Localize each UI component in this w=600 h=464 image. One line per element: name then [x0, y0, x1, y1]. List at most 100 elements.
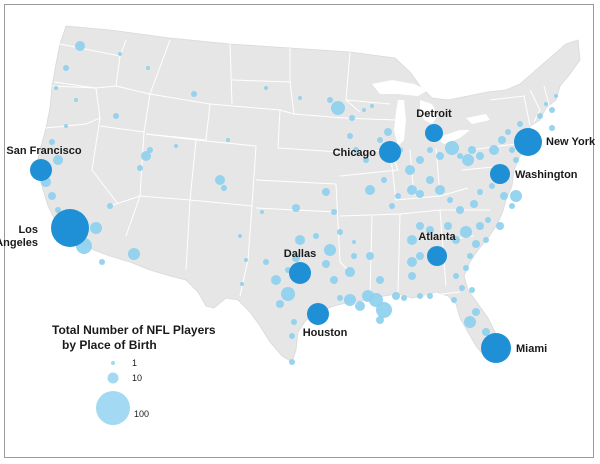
city-bubble	[510, 190, 522, 202]
city-bubble	[281, 287, 295, 301]
city-bubble-atlanta	[427, 246, 447, 266]
city-bubble	[289, 359, 295, 365]
city-bubble	[337, 295, 343, 301]
legend-title-line2: by Place of Birth	[62, 338, 157, 352]
city-bubble	[416, 252, 424, 260]
city-bubble	[260, 210, 264, 214]
city-label-detroit: Detroit	[416, 108, 452, 120]
city-bubble	[264, 86, 268, 90]
city-bubble	[355, 301, 365, 311]
city-bubble	[146, 66, 150, 70]
city-bubble	[221, 185, 227, 191]
city-bubble	[445, 141, 459, 155]
city-label-san-francisco: San Francisco	[6, 145, 81, 157]
city-bubble	[49, 139, 55, 145]
city-bubble	[549, 107, 555, 113]
city-bubble	[464, 316, 476, 328]
city-bubble	[549, 125, 555, 131]
city-bubble	[331, 101, 345, 115]
city-bubble	[554, 94, 558, 98]
city-bubble	[376, 276, 384, 284]
city-bubble	[238, 234, 242, 238]
lake-michigan	[394, 100, 406, 146]
city-label-dallas: Dallas	[284, 248, 316, 260]
city-bubble	[48, 192, 56, 200]
city-bubble	[292, 254, 300, 262]
city-bubble	[517, 121, 523, 127]
city-bubble	[313, 233, 319, 239]
city-bubble	[349, 115, 355, 121]
city-bubble	[324, 244, 336, 256]
city-bubble	[240, 282, 244, 286]
legend-label-100: 100	[134, 409, 149, 419]
city-label-new-york: New York	[546, 136, 596, 148]
city-bubble	[435, 185, 445, 195]
city-bubble	[107, 203, 113, 209]
city-bubble	[451, 297, 457, 303]
city-bubble	[467, 253, 473, 259]
city-bubble	[118, 52, 122, 56]
small-bubbles	[41, 41, 558, 365]
city-bubble	[64, 124, 68, 128]
city-bubble	[427, 293, 433, 299]
city-bubble	[416, 222, 424, 230]
city-bubble	[417, 293, 423, 299]
major-bubbles	[30, 124, 542, 363]
city-bubble	[500, 192, 508, 200]
city-bubble	[322, 188, 330, 196]
city-bubble	[498, 136, 506, 144]
city-bubble	[376, 316, 384, 324]
city-bubble	[453, 273, 459, 279]
city-bubble	[370, 104, 374, 108]
city-bubble-chicago	[379, 141, 401, 163]
city-bubble	[291, 319, 297, 325]
city-bubble	[476, 152, 484, 160]
city-bubble	[263, 259, 269, 265]
city-bubble	[363, 157, 369, 163]
city-bubble	[137, 165, 143, 171]
city-bubble	[147, 147, 153, 153]
city-bubble	[384, 128, 392, 136]
city-bubble	[470, 200, 478, 208]
city-bubble	[366, 252, 374, 260]
city-bubble	[353, 147, 359, 153]
city-bubble	[128, 248, 140, 260]
city-bubble	[436, 152, 444, 160]
city-bubble	[426, 226, 434, 234]
city-bubble	[381, 177, 387, 183]
city-bubble	[462, 154, 474, 166]
city-bubble	[289, 333, 295, 339]
city-bubble	[483, 237, 489, 243]
city-bubble	[53, 155, 63, 165]
us-landmass	[35, 25, 581, 363]
legend: Total Number of NFL Players by Place of …	[52, 323, 216, 425]
city-bubble	[271, 275, 281, 285]
city-bubble-san-francisco	[30, 159, 52, 181]
legend-title-line1: Total Number of NFL Players	[52, 323, 216, 337]
city-bubble	[427, 147, 433, 153]
city-bubble	[476, 222, 484, 230]
city-bubble	[389, 203, 395, 209]
city-bubble	[226, 138, 230, 142]
city-label-houston: Houston	[303, 327, 348, 339]
city-bubble	[215, 175, 225, 185]
lake-erie	[436, 130, 470, 144]
city-bubble	[513, 157, 519, 163]
city-bubble	[489, 183, 495, 189]
city-bubble	[376, 302, 392, 318]
city-bubble	[352, 240, 356, 244]
city-bubble	[99, 259, 105, 265]
city-bubble	[482, 328, 490, 336]
city-bubble	[365, 185, 375, 195]
city-bubble	[408, 272, 416, 280]
city-bubble	[452, 236, 460, 244]
city-bubble	[74, 98, 78, 102]
city-label-atlanta: Atlanta	[418, 231, 456, 243]
city-bubble	[377, 137, 383, 143]
legend-bubble-100	[96, 391, 130, 425]
city-bubble	[331, 209, 337, 215]
city-bubble	[505, 129, 511, 135]
city-bubble	[472, 308, 480, 316]
city-bubble	[141, 151, 151, 161]
